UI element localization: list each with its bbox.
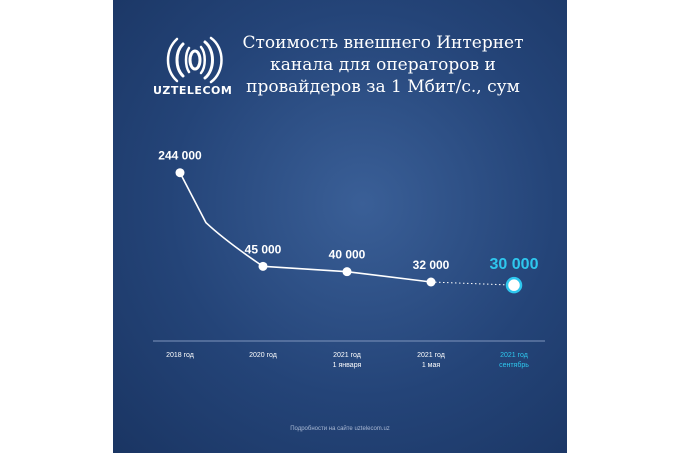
title-line-1: Стоимость внешнего Интернет	[242, 33, 524, 53]
x-tick-label: 1 мая	[422, 362, 441, 369]
data-label: 244 000	[158, 149, 202, 163]
series-segment	[346, 270, 432, 283]
page-title: Стоимость внешнего Интернет канала для о…	[233, 32, 533, 98]
x-tick-label: 1 января	[333, 362, 362, 369]
uztelecom-signal-logo-icon	[166, 36, 223, 84]
x-tick-label: сентябрь	[499, 361, 529, 369]
series-segment	[430, 281, 515, 286]
series-segment	[262, 265, 348, 273]
data-point	[426, 277, 436, 287]
data-label: 40 000	[329, 248, 366, 262]
data-point	[175, 168, 185, 178]
x-tick-label: 2018 год	[166, 352, 194, 359]
x-tick-label: 2021 год	[417, 352, 445, 359]
data-point	[258, 261, 268, 271]
x-tick-label: 2021 год	[333, 352, 361, 359]
footer-note: Подробности на сайте uztelecom.uz	[290, 426, 390, 432]
data-point	[342, 267, 352, 277]
data-point-highlight	[505, 276, 523, 294]
x-tick-label: 2020 год	[249, 352, 277, 359]
price-line-chart: 244 000 2018 год 45 000 2020 год 40 000 2021 …	[153, 149, 545, 369]
series-segment	[179, 172, 264, 268]
data-label: 32 000	[413, 258, 450, 272]
x-tick-label: 2021 год	[500, 352, 528, 359]
brand-name: UZTELECOM	[153, 84, 233, 97]
data-label: 30 000	[490, 256, 539, 273]
infographic-card: UZTELECOM Стоимость внешнего Интернет ка…	[113, 0, 567, 453]
data-label: 45 000	[245, 242, 282, 256]
title-line-2: канала для операторов и	[270, 55, 496, 75]
title-line-3: провайдеров за 1 Мбит/с., сум	[246, 77, 520, 97]
